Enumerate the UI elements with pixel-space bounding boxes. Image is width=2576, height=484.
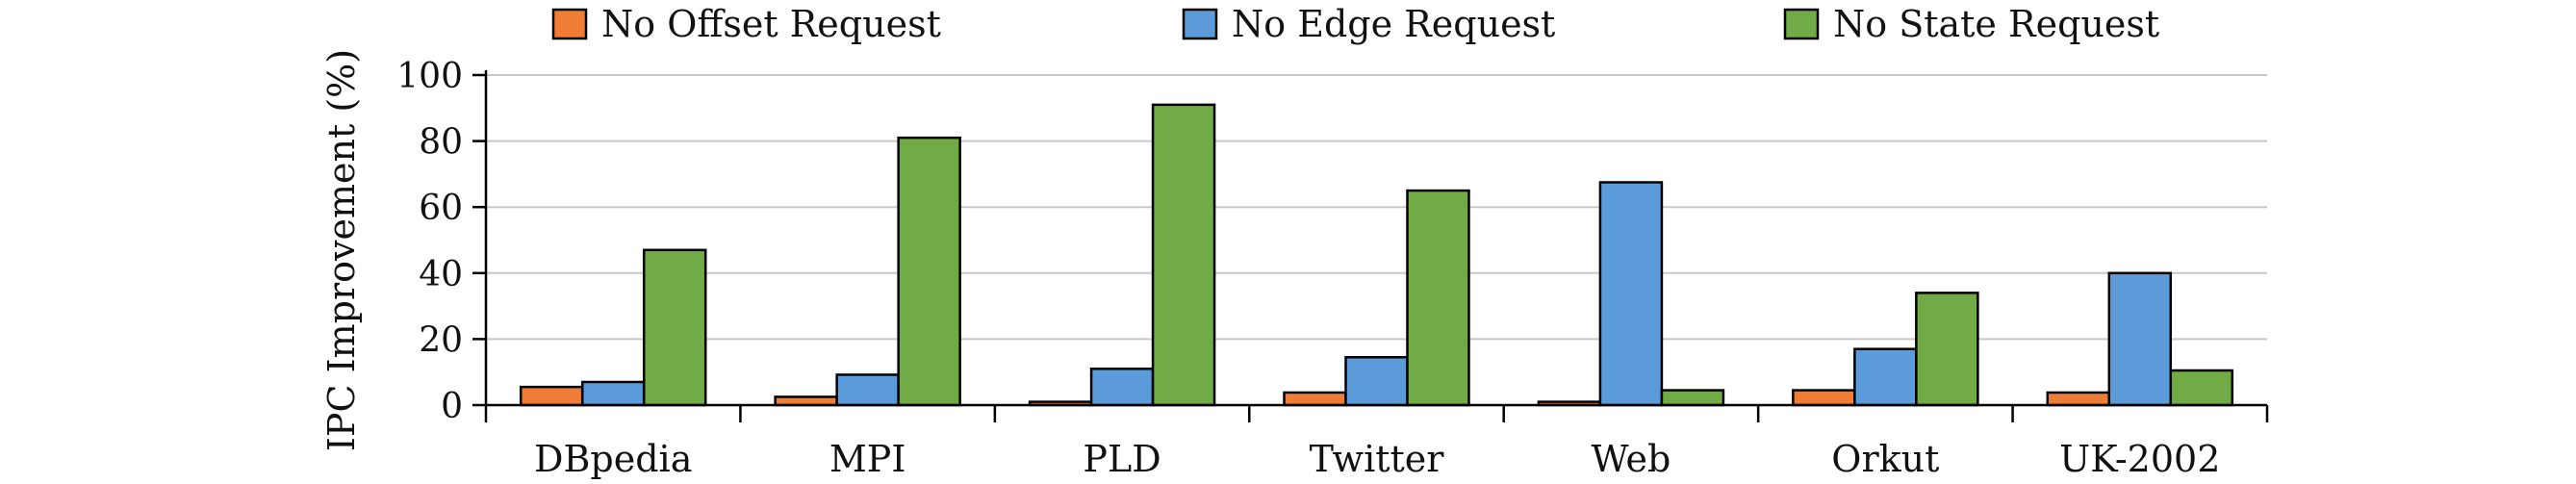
bar bbox=[519, 385, 584, 407]
y-tick-label: 60 bbox=[419, 189, 463, 228]
bar bbox=[642, 248, 707, 407]
legend: No Offset Request No Edge Request No State… bbox=[551, 3, 2159, 45]
x-tick-label: Twitter bbox=[1310, 438, 1445, 480]
bar bbox=[2046, 391, 2111, 407]
x-ticks: DBpedia MPI PLD Twitter Web Orkut UK-2002 bbox=[484, 405, 2269, 480]
x-tick-label: UK-2002 bbox=[2059, 438, 2220, 480]
bar bbox=[1660, 389, 1725, 407]
bar bbox=[1598, 181, 1664, 407]
x-tick-label: MPI bbox=[829, 438, 906, 480]
bar bbox=[1853, 347, 1918, 407]
x-tick-label: Web bbox=[1592, 438, 1671, 480]
x-tick-label: PLD bbox=[1083, 438, 1160, 480]
gridlines bbox=[486, 74, 2267, 341]
bar bbox=[2107, 271, 2173, 407]
x-tick-label: DBpedia bbox=[534, 438, 692, 480]
legend-label: No Edge Request bbox=[1232, 3, 1555, 45]
axes bbox=[484, 70, 2267, 407]
bar bbox=[1151, 103, 1216, 407]
bar bbox=[1283, 391, 1347, 407]
legend-swatch bbox=[1783, 8, 1820, 40]
legend-label: No State Request bbox=[1833, 3, 2159, 45]
bar bbox=[2169, 369, 2234, 407]
y-tick-label: 80 bbox=[419, 123, 463, 163]
legend-label: No Offset Request bbox=[601, 3, 941, 45]
y-axis-label: IPC Improvement (%) bbox=[320, 49, 363, 451]
bar bbox=[774, 395, 838, 407]
y-ticks: 0 20 40 60 80 100 bbox=[396, 57, 486, 426]
bar bbox=[835, 373, 900, 407]
bar bbox=[897, 136, 961, 407]
bars bbox=[519, 103, 2234, 407]
bar bbox=[1915, 292, 1979, 407]
bar bbox=[1792, 389, 1856, 407]
y-tick-label: 20 bbox=[419, 320, 463, 360]
y-tick-label: 0 bbox=[441, 387, 463, 426]
legend-swatch bbox=[1182, 8, 1218, 40]
y-tick-label: 100 bbox=[396, 57, 463, 96]
legend-swatch bbox=[551, 8, 588, 40]
x-tick-label: Orkut bbox=[1831, 438, 1939, 480]
y-tick-label: 40 bbox=[419, 255, 463, 294]
bar bbox=[1406, 189, 1470, 407]
bar bbox=[580, 380, 646, 407]
bar bbox=[1344, 356, 1409, 407]
bar bbox=[1089, 368, 1155, 407]
